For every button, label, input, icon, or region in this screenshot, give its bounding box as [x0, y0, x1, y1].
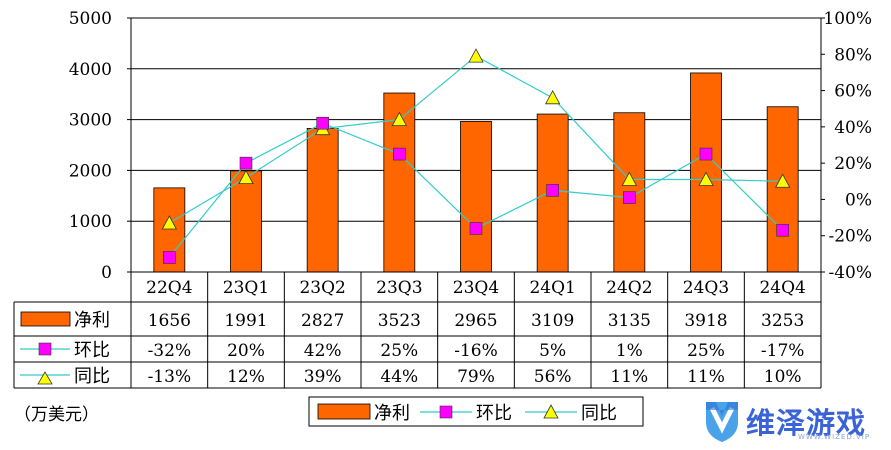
table-cell: 56% — [534, 367, 572, 387]
y-left-tick-label: 4000 — [69, 60, 112, 80]
y-right-tick-label: 100% — [823, 9, 872, 29]
bar-23Q1 — [230, 170, 262, 273]
table-cell: 11% — [687, 367, 725, 387]
table-cell: 79% — [457, 367, 495, 387]
bar-23Q2 — [306, 127, 339, 273]
table-cell: 2827 — [301, 311, 344, 331]
watermark-logo: 维泽游戏 WWW.WIZED.VIP — [702, 398, 887, 446]
y-left-tick-label: 5000 — [69, 9, 112, 29]
point-同比-24Q3 — [698, 171, 714, 186]
watermark-sub: WWW.WIZED.VIP — [798, 433, 871, 441]
point-环比-23Q2 — [316, 116, 329, 130]
point-环比-24Q2 — [623, 191, 636, 204]
legend-key-bar — [317, 403, 371, 420]
bar-24Q4 — [766, 106, 799, 273]
point-环比-24Q1 — [546, 184, 559, 197]
point-同比-24Q2 — [621, 171, 638, 186]
table-key-marker — [38, 342, 52, 356]
point-环比-24Q3 — [699, 147, 713, 161]
table-cell: 2965 — [454, 311, 497, 331]
table-cell: 25% — [687, 341, 725, 361]
legend-label: 净利 — [374, 403, 410, 424]
x-tick-label: 23Q4 — [453, 278, 499, 298]
x-tick-label: 24Q4 — [759, 278, 805, 298]
x-tick-label: 22Q4 — [146, 278, 192, 298]
table-cell: -17% — [761, 341, 805, 361]
x-tick-label: 23Q3 — [376, 278, 422, 298]
legend-label: 同比 — [581, 403, 617, 424]
shield-icon — [706, 402, 738, 442]
x-tick-label: 24Q1 — [529, 278, 575, 298]
table-cell: 1% — [616, 341, 643, 361]
table-row-header: 同比 — [74, 366, 110, 387]
y-left-tick-label: 2000 — [69, 161, 112, 181]
y-left-tick-label: 1000 — [69, 212, 112, 232]
table-cell: 1991 — [224, 311, 267, 331]
point-同比-23Q4 — [468, 48, 484, 63]
y-right-tick-label: 20% — [834, 154, 872, 174]
table-cell: -32% — [148, 341, 192, 361]
legend-label: 环比 — [476, 403, 512, 424]
y-right-tick-label: 40% — [834, 118, 872, 138]
table-cell: 5% — [539, 341, 566, 361]
x-tick-label: 23Q2 — [299, 278, 345, 298]
y-right-tick-label: 80% — [834, 45, 872, 65]
legend-key-marker — [439, 405, 453, 419]
table-cell: 3253 — [761, 311, 804, 331]
table-cell: 3918 — [684, 311, 727, 331]
point-环比-22Q4 — [163, 251, 176, 264]
point-同比-23Q1 — [238, 169, 254, 185]
table-key-marker — [37, 371, 53, 385]
table-cell: 25% — [380, 341, 418, 361]
table-key-bar — [20, 311, 71, 327]
table-cell: -16% — [454, 341, 498, 361]
x-tick-label: 24Q2 — [606, 278, 652, 298]
table-cell: 42% — [304, 341, 342, 361]
point-环比-23Q1 — [239, 156, 253, 170]
table-cell: 1656 — [148, 311, 191, 331]
table-row-header: 环比 — [74, 340, 110, 361]
table-cell: -13% — [148, 367, 192, 387]
table-cell: 20% — [227, 341, 265, 361]
point-环比-24Q4 — [776, 223, 789, 237]
bar-23Q4 — [460, 120, 492, 273]
legend-key-marker — [543, 404, 559, 419]
table-cell: 10% — [764, 367, 802, 387]
table-cell: 3523 — [378, 311, 421, 331]
y-right-tick-label: -40% — [828, 263, 872, 283]
point-同比-24Q1 — [544, 89, 561, 105]
table-cell: 11% — [610, 367, 648, 387]
table-cell: 3135 — [608, 311, 651, 331]
table-cell: 12% — [227, 367, 265, 387]
y-right-tick-label: -20% — [828, 227, 872, 247]
unit-label: （万美元） — [14, 405, 99, 425]
point-同比-24Q4 — [774, 173, 791, 188]
table-cell: 39% — [304, 367, 342, 387]
point-环比-23Q4 — [469, 222, 483, 235]
x-tick-label: 24Q3 — [683, 278, 729, 298]
y-right-tick-label: 60% — [834, 82, 872, 102]
point-同比-22Q4 — [161, 215, 178, 230]
x-tick-label: 23Q1 — [223, 278, 269, 298]
y-left-tick-label: 3000 — [69, 111, 112, 131]
y-left-tick-label: 0 — [101, 263, 112, 283]
table-cell: 44% — [380, 367, 418, 387]
point-同比-23Q3 — [391, 111, 408, 126]
watermark-text: 维泽游戏 — [746, 406, 867, 440]
table-cell: 3109 — [531, 311, 574, 331]
y-right-tick-label: 0% — [845, 190, 872, 210]
point-环比-23Q3 — [393, 147, 406, 161]
table-row-header: 净利 — [74, 310, 110, 331]
